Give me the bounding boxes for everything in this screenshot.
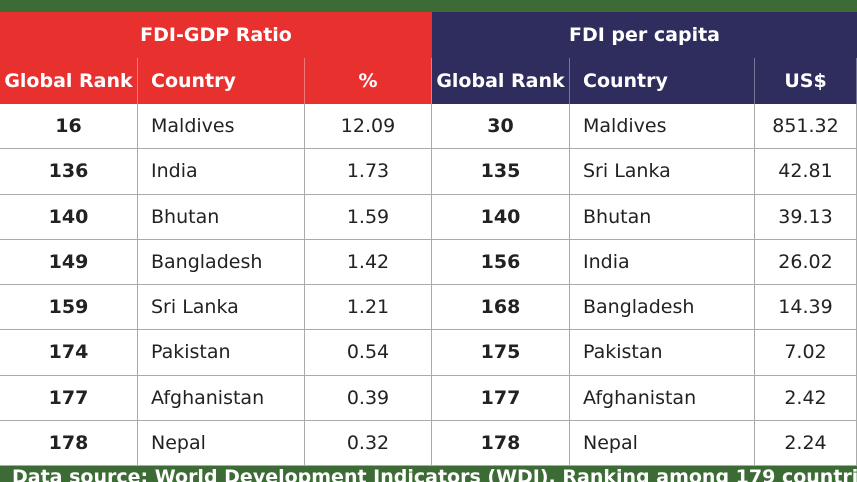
country: Bhutan [570,194,755,240]
country: Maldives [138,104,305,150]
value: 42.81 [755,149,857,195]
global-rank: 136 [0,149,138,195]
column-header: Global Rank [0,58,138,104]
global-rank: 177 [0,375,138,421]
country: Sri Lanka [138,285,305,331]
country: Bangladesh [570,285,755,331]
group-header: FDI per capita [432,12,857,58]
value: 1.42 [305,239,432,285]
global-rank: 177 [432,375,570,421]
value: 12.09 [305,104,432,150]
global-rank: 175 [432,330,570,376]
global-rank: 178 [0,420,138,466]
country: Nepal [138,420,305,466]
global-rank: 168 [432,285,570,331]
country: India [138,149,305,195]
value: 7.02 [755,330,857,376]
value: 0.54 [305,330,432,376]
value: 0.32 [305,420,432,466]
country: Maldives [570,104,755,150]
global-rank: 159 [0,285,138,331]
value: 14.39 [755,285,857,331]
column-header: Country [138,58,305,104]
global-rank: 140 [432,194,570,240]
country: Afghanistan [138,375,305,421]
global-rank: 149 [0,239,138,285]
value: 2.24 [755,420,857,466]
country: Afghanistan [570,375,755,421]
country: Bangladesh [138,239,305,285]
country: Sri Lanka [570,149,755,195]
country: India [570,239,755,285]
value: 1.21 [305,285,432,331]
global-rank: 140 [0,194,138,240]
value: 2.42 [755,375,857,421]
country: Nepal [570,420,755,466]
column-header: % [305,58,432,104]
value: 39.13 [755,194,857,240]
global-rank: 156 [432,239,570,285]
value: 1.73 [305,149,432,195]
global-rank: 16 [0,104,138,150]
value: 1.59 [305,194,432,240]
global-rank: 30 [432,104,570,150]
column-header: Country [570,58,755,104]
column-header: US$ [755,58,857,104]
global-rank: 178 [432,420,570,466]
value: 26.02 [755,239,857,285]
footer-note: Data source: World Development Indicator… [12,466,857,482]
value: 0.39 [305,375,432,421]
country: Pakistan [570,330,755,376]
country: Pakistan [138,330,305,376]
group-header: FDI-GDP Ratio [0,12,432,58]
value: 851.32 [755,104,857,150]
column-header: Global Rank [432,58,570,104]
country: Bhutan [138,194,305,240]
global-rank: 174 [0,330,138,376]
global-rank: 135 [432,149,570,195]
